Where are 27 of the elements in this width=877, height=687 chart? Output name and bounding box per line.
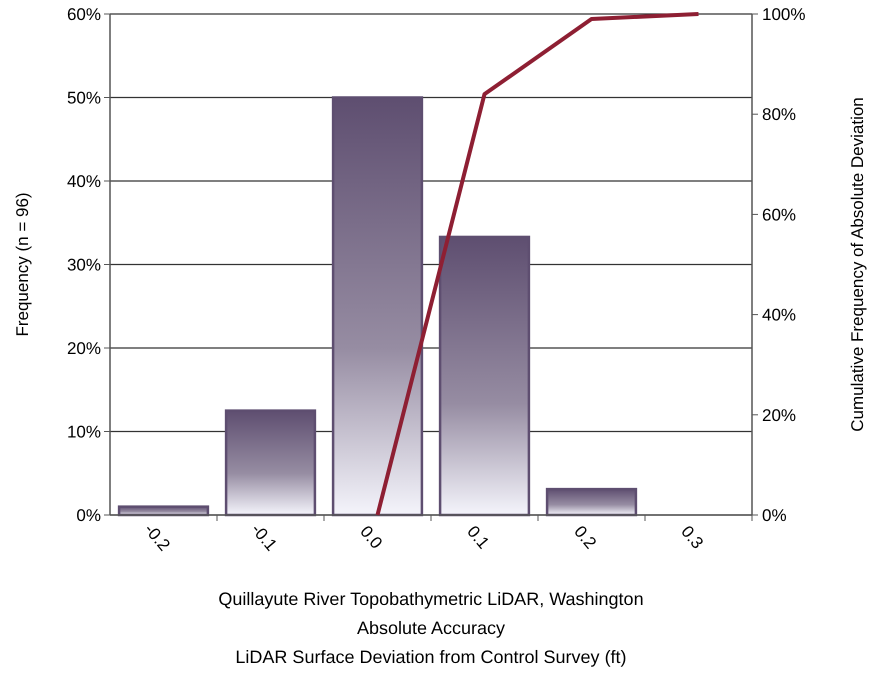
x-tick-label: 0.2 <box>570 522 600 552</box>
y2-axis-title: Cumulative Frequency of Absolute Deviation <box>848 97 867 432</box>
x-tick-label: 0.3 <box>677 522 708 552</box>
y-tick-label: 50% <box>66 88 101 108</box>
x-tick-label: 0.0 <box>356 522 386 552</box>
y-tick-label: 10% <box>66 422 101 442</box>
y2-tick-label: 40% <box>762 306 796 325</box>
x-tick-label: 0.1 <box>463 522 494 552</box>
y2-tick-label: 0% <box>762 506 787 525</box>
y-axis-title: Frequency (n = 96) <box>13 192 32 337</box>
y2-tick-label: 20% <box>762 406 796 425</box>
line-series <box>376 12 700 517</box>
bar <box>438 236 530 516</box>
x-tick-label: -0.2 <box>140 520 174 555</box>
bar <box>546 488 638 516</box>
x-axis-title: Quillayute River Topobathymetric LiDAR, Washington Absolute Accuracy LiDAR Surface Deviation from Control Survey (ft) <box>218 589 644 667</box>
y2-tick-label: 80% <box>762 105 796 124</box>
x-tick-label: -0.1 <box>247 520 281 555</box>
y-tick-label: 20% <box>66 338 101 358</box>
y-tick-label: 0% <box>76 506 101 525</box>
y-tick-label: 40% <box>66 172 101 191</box>
bar <box>332 96 424 516</box>
y2-tick-label: 100% <box>762 4 806 24</box>
y-tick-label: 30% <box>66 255 101 274</box>
y2-tick-label: 60% <box>762 205 796 224</box>
bar <box>224 409 316 516</box>
y-tick-label: 60% <box>66 4 101 24</box>
